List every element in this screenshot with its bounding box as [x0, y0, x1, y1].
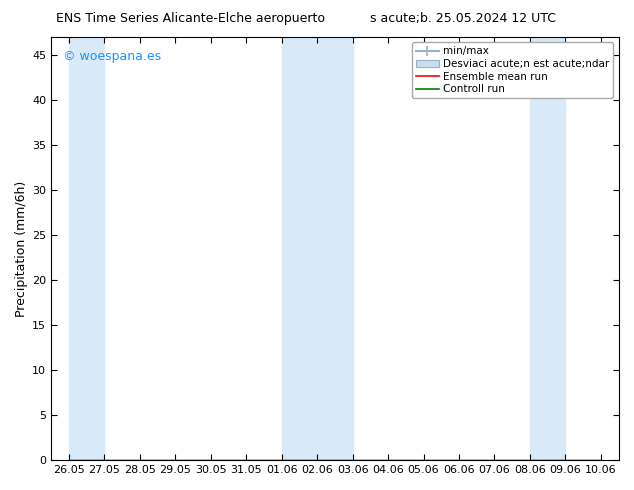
Text: s acute;b. 25.05.2024 12 UTC: s acute;b. 25.05.2024 12 UTC	[370, 12, 556, 25]
Legend: min/max, Desviaci acute;n est acute;ndar, Ensemble mean run, Controll run: min/max, Desviaci acute;n est acute;ndar…	[411, 42, 613, 98]
Text: ENS Time Series Alicante-Elche aeropuerto: ENS Time Series Alicante-Elche aeropuert…	[56, 12, 325, 25]
Text: © woespana.es: © woespana.es	[63, 50, 160, 63]
Y-axis label: Precipitation (mm/6h): Precipitation (mm/6h)	[15, 180, 28, 317]
Bar	[69, 37, 105, 460]
Bar	[281, 37, 353, 460]
Bar	[530, 37, 566, 460]
